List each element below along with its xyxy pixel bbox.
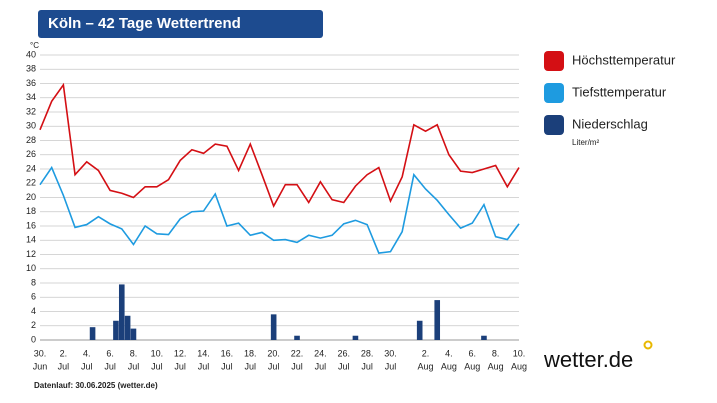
x-tick-label: Jul [174,361,186,371]
y-tick-label: 32 [26,106,36,116]
x-tick-label: Aug [511,361,527,371]
legend-label: Höchsttemperatur [572,52,676,67]
x-tick-label: Jul [385,361,397,371]
precip-bar [294,335,300,340]
x-tick-label: 10. [513,348,526,358]
chart-title: Köln – 42 Tage Wettertrend [48,15,241,32]
x-tick-label: 22. [291,348,304,358]
x-tick-label: Aug [488,361,504,371]
x-tick-label: 18. [244,348,257,358]
precip-bar [130,328,137,340]
x-tick-label: 2. [422,348,430,358]
precip-bar [113,320,119,340]
logo: wetter.de [543,347,633,372]
y-tick-label: 38 [26,64,36,74]
y-tick-label: 14 [26,235,36,245]
x-tick-label: Jul [245,361,257,371]
x-tick-label: Aug [418,361,434,371]
x-tick-label: 30. [384,348,397,358]
y-tick-label: 34 [26,92,36,102]
title-box [38,10,323,38]
legend-label: Niederschlag [572,116,648,131]
precip-bar [434,300,441,340]
precip-bar [89,327,96,340]
y-tick-label: 16 [26,220,36,230]
legend-label: Tiefsttemperatur [572,84,667,99]
x-tick-label: 16. [221,348,234,358]
y-tick-label: 30 [26,121,36,131]
x-tick-label: Aug [441,361,457,371]
x-tick-label: Jul [268,361,280,371]
y-unit: °C [30,41,39,50]
x-tick-label: Jul [221,361,233,371]
source: Datenlauf: 30.06.2025 (wetter.de) [34,381,158,390]
precip-bar [416,320,423,340]
x-tick-label: Jul [338,361,350,371]
x-tick-label: Jul [315,361,327,371]
y-tick-label: 24 [26,163,36,173]
x-tick-label: 30. [34,348,47,358]
x-tick-label: Jul [128,361,140,371]
legend-swatch [544,83,564,103]
precip-bar [481,335,487,340]
y-tick-label: 2 [31,320,36,330]
x-tick-label: 8. [492,348,500,358]
x-tick-label: Jul [81,361,93,371]
y-tick-label: 10 [26,263,36,273]
y-tick-label: 36 [26,78,36,88]
y-tick-label: 4 [31,306,36,316]
y-tick-label: 40 [26,49,36,59]
y-tick-label: 0 [31,334,36,344]
y-tick-label: 18 [26,206,36,216]
y-tick-label: 28 [26,135,36,145]
x-tick-label: 4. [83,348,91,358]
x-tick-label: 8. [130,348,138,358]
y-tick-label: 20 [26,192,36,202]
x-tick-label: 6. [469,348,477,358]
y-tick-label: 26 [26,149,36,159]
y-tick-label: 6 [31,292,36,302]
precip-bar [270,314,277,340]
x-tick-label: 24. [314,348,327,358]
x-tick-label: Jul [151,361,163,371]
x-tick-label: Jul [198,361,210,371]
x-tick-label: 14. [197,348,210,358]
x-tick-label: 4. [445,348,453,358]
legend-swatch [544,115,564,135]
x-tick-label: 10. [151,348,164,358]
legend-unit: Liter/m² [572,138,599,147]
x-tick-label: Jul [361,361,373,371]
legend-swatch [544,51,564,71]
precip-bar [124,315,131,340]
x-tick-label: 28. [361,348,374,358]
temp-line [39,82,520,208]
x-tick-label: Jul [104,361,116,371]
x-tick-label: 12. [174,348,187,358]
x-tick-label: 20. [267,348,280,358]
logo-dot [643,340,653,350]
x-tick-label: 26. [337,348,350,358]
y-tick-label: 8 [31,277,36,287]
x-tick-label: 6. [106,348,114,358]
x-tick-label: Jul [291,361,303,371]
temp-line [39,165,520,254]
x-tick-label: Aug [464,361,480,371]
x-tick-label: Jul [58,361,70,371]
precip-bar [352,335,359,340]
precip-bar [118,284,125,340]
y-tick-label: 12 [26,249,36,259]
x-tick-label: 2. [60,348,68,358]
x-tick-label: Jun [33,361,48,371]
y-tick-label: 22 [26,178,36,188]
